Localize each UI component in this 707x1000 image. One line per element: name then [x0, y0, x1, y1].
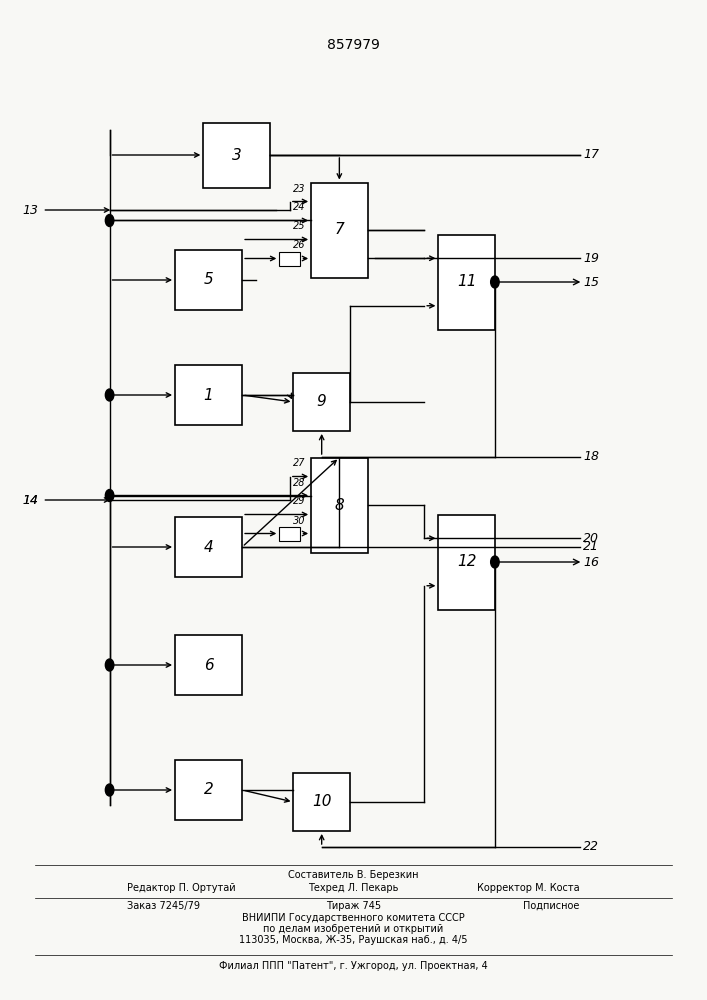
Text: 30: 30 [293, 516, 306, 525]
Text: 7: 7 [334, 223, 344, 237]
FancyBboxPatch shape [293, 773, 350, 831]
Text: 24: 24 [293, 202, 306, 212]
Text: 857979: 857979 [327, 38, 380, 52]
Text: Заказ 7245/79: Заказ 7245/79 [127, 901, 200, 911]
Circle shape [105, 214, 114, 226]
Text: 21: 21 [583, 540, 600, 554]
Circle shape [491, 556, 499, 568]
Text: 2: 2 [204, 782, 214, 798]
Text: Корректор М. Коста: Корректор М. Коста [477, 883, 580, 893]
Text: 6: 6 [204, 658, 214, 672]
Text: Редактор П. Ортутай: Редактор П. Ортутай [127, 883, 236, 893]
FancyBboxPatch shape [311, 458, 368, 552]
Text: Составитель В. Березкин: Составитель В. Березкин [288, 870, 419, 880]
Text: 13: 13 [23, 204, 39, 217]
Text: 9: 9 [317, 394, 327, 410]
Text: Тираж 745: Тираж 745 [326, 901, 381, 911]
Text: 23: 23 [293, 184, 306, 194]
Text: 1: 1 [204, 387, 214, 402]
Text: 27: 27 [293, 458, 306, 468]
Text: 19: 19 [583, 252, 600, 265]
Text: 18: 18 [583, 450, 600, 464]
Text: ВНИИПИ Государственного комитета СССР: ВНИИПИ Государственного комитета СССР [242, 913, 465, 923]
Text: 4: 4 [204, 540, 214, 554]
Text: 113035, Москва, Ж-35, Раушская наб., д. 4/5: 113035, Москва, Ж-35, Раушская наб., д. … [239, 935, 468, 945]
Text: по делам изобретений и открытий: по делам изобретений и открытий [264, 924, 443, 934]
FancyBboxPatch shape [175, 760, 242, 820]
FancyBboxPatch shape [204, 122, 270, 188]
Circle shape [105, 659, 114, 671]
Text: 20: 20 [583, 532, 600, 545]
FancyBboxPatch shape [293, 373, 350, 431]
Text: 10: 10 [312, 794, 332, 810]
Circle shape [491, 276, 499, 288]
FancyBboxPatch shape [438, 234, 495, 330]
Text: 8: 8 [334, 497, 344, 512]
Text: 5: 5 [204, 272, 214, 288]
Text: 12: 12 [457, 554, 477, 570]
Text: 11: 11 [457, 274, 477, 290]
Text: Подписное: Подписное [523, 901, 580, 911]
Text: 22: 22 [583, 840, 600, 854]
FancyBboxPatch shape [311, 182, 368, 277]
Bar [279, 251, 300, 265]
FancyBboxPatch shape [175, 635, 242, 695]
Text: 16: 16 [583, 556, 600, 568]
Text: 14: 14 [23, 493, 39, 506]
Text: 15: 15 [583, 275, 600, 288]
Circle shape [105, 490, 114, 502]
Circle shape [105, 784, 114, 796]
Text: 3: 3 [232, 147, 242, 162]
Text: 25: 25 [293, 221, 306, 231]
Bar [279, 526, 300, 540]
Text: 26: 26 [293, 240, 306, 250]
Circle shape [105, 389, 114, 401]
FancyBboxPatch shape [175, 517, 242, 577]
Text: 28: 28 [293, 478, 306, 488]
FancyBboxPatch shape [175, 365, 242, 425]
Text: 29: 29 [293, 496, 306, 506]
Text: Техред Л. Пекарь: Техред Л. Пекарь [308, 883, 399, 893]
Text: Филиал ППП "Патент", г. Ужгород, ул. Проектная, 4: Филиал ППП "Патент", г. Ужгород, ул. Про… [219, 961, 488, 971]
FancyBboxPatch shape [438, 514, 495, 609]
Text: 17: 17 [583, 148, 600, 161]
Text: 14: 14 [23, 493, 39, 506]
FancyBboxPatch shape [175, 250, 242, 310]
